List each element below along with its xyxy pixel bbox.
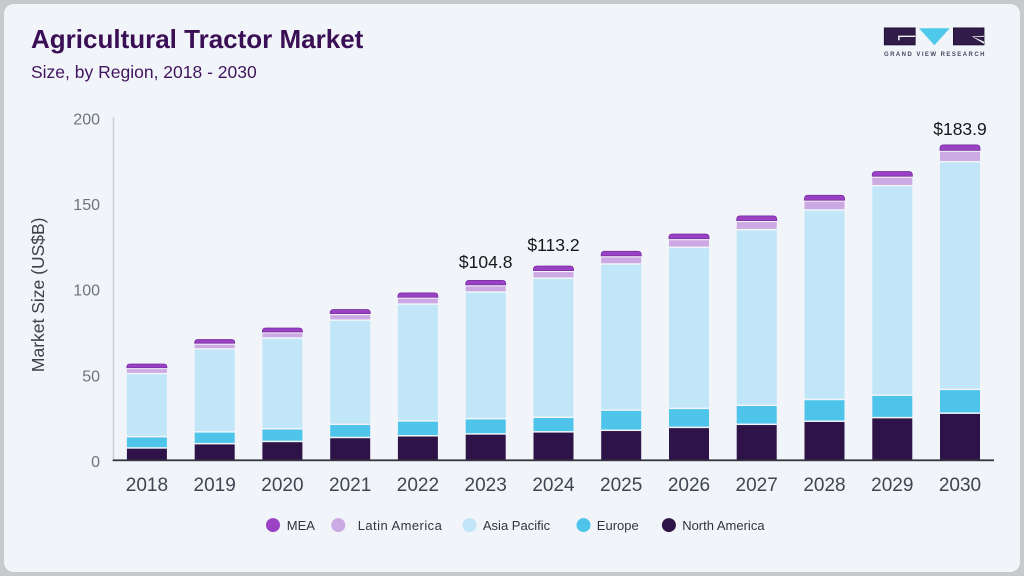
svg-text:2020: 2020 xyxy=(261,475,303,496)
svg-text:2028: 2028 xyxy=(803,475,845,496)
svg-text:150: 150 xyxy=(73,197,100,214)
svg-text:$104.8: $104.8 xyxy=(459,252,513,272)
svg-text:Asia Pacific: Asia Pacific xyxy=(483,518,551,533)
svg-text:2026: 2026 xyxy=(668,475,710,496)
svg-text:2018: 2018 xyxy=(126,475,168,496)
svg-text:50: 50 xyxy=(82,368,100,385)
svg-text:2024: 2024 xyxy=(532,475,575,496)
svg-text:Market Size (US$B): Market Size (US$B) xyxy=(28,217,48,372)
svg-text:2021: 2021 xyxy=(329,475,371,496)
svg-text:0: 0 xyxy=(91,454,100,471)
svg-text:North America: North America xyxy=(682,518,765,533)
svg-text:200: 200 xyxy=(73,111,100,128)
svg-text:2022: 2022 xyxy=(397,475,439,496)
svg-text:2027: 2027 xyxy=(736,475,778,496)
svg-text:2029: 2029 xyxy=(871,475,913,496)
svg-text:$113.2: $113.2 xyxy=(527,235,579,255)
svg-text:Latin America: Latin America xyxy=(358,518,443,533)
svg-text:2019: 2019 xyxy=(194,475,236,496)
svg-text:MEA: MEA xyxy=(287,518,316,533)
svg-text:100: 100 xyxy=(73,283,100,300)
svg-text:2025: 2025 xyxy=(600,475,642,496)
svg-text:2023: 2023 xyxy=(465,475,507,496)
svg-text:$183.9: $183.9 xyxy=(933,119,987,139)
svg-text:GRAND VIEW RESEARCH: GRAND VIEW RESEARCH xyxy=(884,52,986,58)
svg-text:Europe: Europe xyxy=(597,518,639,533)
svg-text:2030: 2030 xyxy=(939,475,981,496)
